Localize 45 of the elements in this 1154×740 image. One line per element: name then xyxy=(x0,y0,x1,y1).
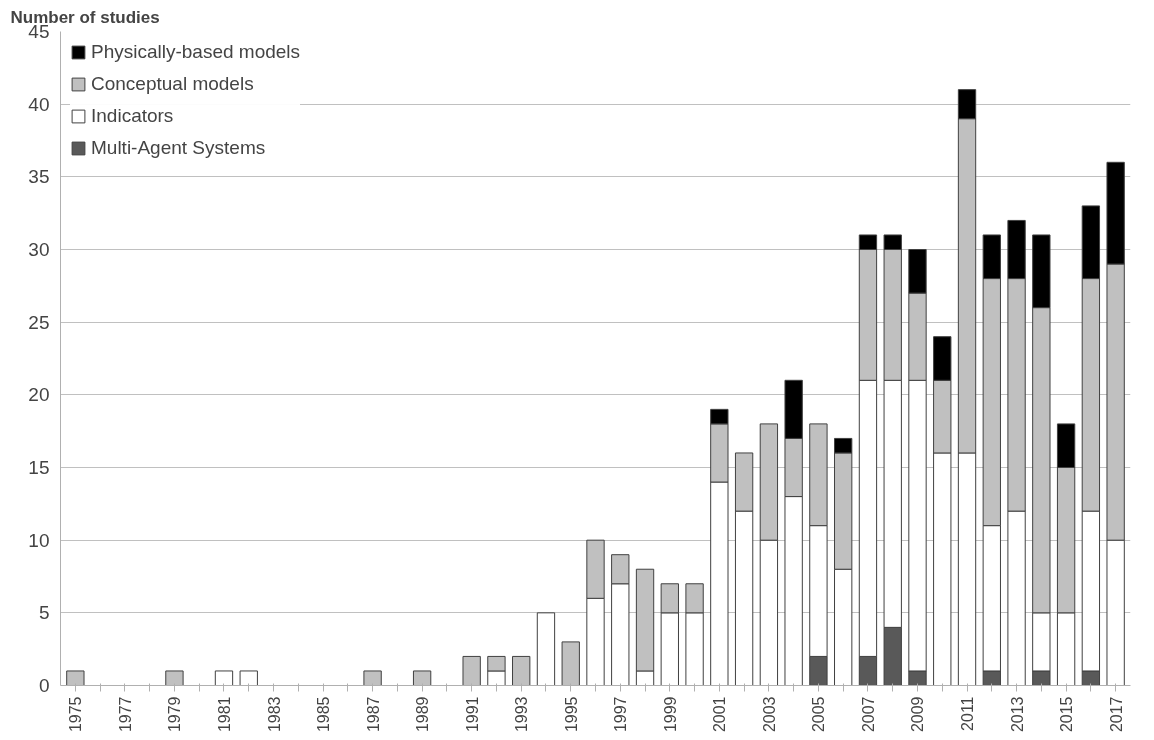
y-tick-label: 25 xyxy=(28,311,50,333)
bar xyxy=(412,670,432,686)
legend-label: Conceptual models xyxy=(91,73,254,95)
y-tick-label: 10 xyxy=(28,529,50,551)
bar xyxy=(165,670,184,686)
x-tick-label: 1977 xyxy=(116,696,134,733)
y-tick-label: 15 xyxy=(28,457,50,478)
x-tick-label: 1981 xyxy=(215,696,233,733)
x-tick-label: 1985 xyxy=(315,696,333,733)
x-tick-label: 1975 xyxy=(67,696,85,733)
x-tick-label: 1997 xyxy=(612,696,630,733)
bar xyxy=(512,655,531,686)
x-tick-label: 2007 xyxy=(859,696,877,733)
bar xyxy=(239,670,258,686)
y-tick-label: 20 xyxy=(28,384,50,406)
x-tick-label: 1989 xyxy=(414,696,432,733)
y-tick-label: 35 xyxy=(28,166,50,188)
x-tick-label: 1999 xyxy=(661,696,679,733)
bar xyxy=(561,641,580,686)
x-tick-label: 2003 xyxy=(760,696,778,733)
bar xyxy=(462,655,481,686)
x-tick-label: 2017 xyxy=(1107,696,1125,733)
legend-label: Multi-Agent Systems xyxy=(91,137,266,159)
x-tick-label: 1979 xyxy=(166,696,184,733)
y-tick-label: 40 xyxy=(28,93,50,115)
y-tick-label: 0 xyxy=(38,675,50,696)
bar xyxy=(214,670,234,686)
bar xyxy=(363,670,382,686)
x-tick-label: 2011 xyxy=(959,696,977,731)
legend-label: Indicators xyxy=(91,105,174,127)
bar xyxy=(66,670,85,686)
x-tick-label: 2013 xyxy=(1008,696,1026,733)
x-tick-label: 2001 xyxy=(711,696,729,733)
y-tick-label: 30 xyxy=(28,239,50,260)
x-tick-label: 2005 xyxy=(810,696,828,733)
x-tick-label: 1993 xyxy=(513,696,531,733)
legend-label: Physically-based models xyxy=(91,41,301,63)
x-tick-label: 1987 xyxy=(364,696,382,733)
x-tick-label: 2009 xyxy=(909,696,927,733)
x-tick-label: 1983 xyxy=(265,696,283,733)
y-tick-label: 5 xyxy=(38,602,50,624)
x-tick-label: 1991 xyxy=(463,696,481,733)
x-tick-label: 1995 xyxy=(562,696,580,733)
bar xyxy=(536,612,556,686)
x-tick-label: 2015 xyxy=(1058,696,1076,733)
